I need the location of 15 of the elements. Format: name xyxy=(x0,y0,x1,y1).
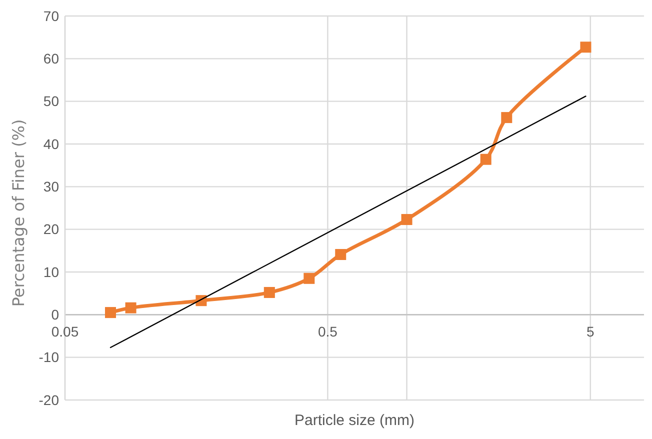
y-tick-label: 60 xyxy=(43,50,60,67)
y-tick-label: 20 xyxy=(43,221,60,238)
x-tick-label: 5 xyxy=(586,324,594,340)
x-tick-label: 0.05 xyxy=(51,324,79,340)
y-tick-label: -10 xyxy=(38,349,60,366)
y-tick-label: 10 xyxy=(43,264,60,280)
y-tick-label: 30 xyxy=(43,178,60,195)
y-tick-label: 0 xyxy=(51,306,60,323)
y-tick-label: 50 xyxy=(43,93,60,110)
y-tick-label: 40 xyxy=(43,136,60,152)
y-tick-label: 70 xyxy=(43,8,60,24)
y-axis-title: Percentage of Finer (%) xyxy=(9,119,28,307)
y-tick-label: -20 xyxy=(38,392,60,408)
x-axis-title: Particle size (mm) xyxy=(294,412,415,429)
x-tick-label: 0.5 xyxy=(318,324,338,340)
